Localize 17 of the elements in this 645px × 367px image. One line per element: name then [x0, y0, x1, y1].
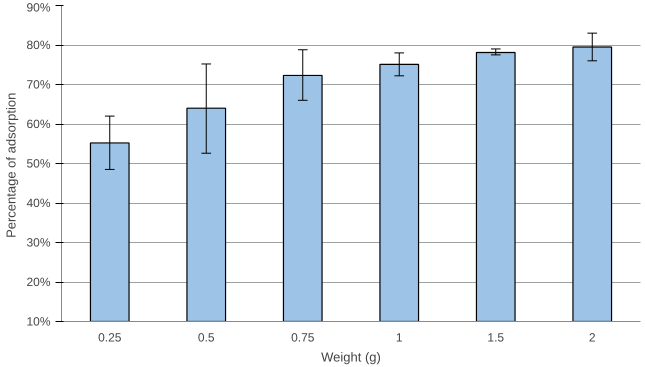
x-tick-label: 0.5 — [198, 330, 215, 344]
y-tick-label: 60% — [26, 117, 51, 131]
y-tick-label: 70% — [26, 78, 51, 92]
y-tick-label: 90% — [26, 0, 51, 14]
y-tick-label: 30% — [26, 236, 51, 250]
y-tick-label: 50% — [26, 156, 51, 170]
x-tick-label: 0.25 — [98, 330, 122, 344]
x-axis-title: Weight (g) — [321, 350, 381, 364]
x-tick-label: 0.75 — [291, 330, 315, 344]
y-tick-label: 80% — [26, 38, 51, 52]
y-axis-title: Percentage of adsorption — [3, 92, 18, 238]
x-tick-label: 1 — [396, 330, 403, 344]
x-tick-label: 2 — [588, 330, 596, 344]
x-tick-label: 1.5 — [487, 330, 504, 344]
y-tick-label: 40% — [26, 196, 51, 210]
y-tick-label: 20% — [26, 275, 51, 289]
y-tick-label: 10% — [26, 314, 51, 328]
